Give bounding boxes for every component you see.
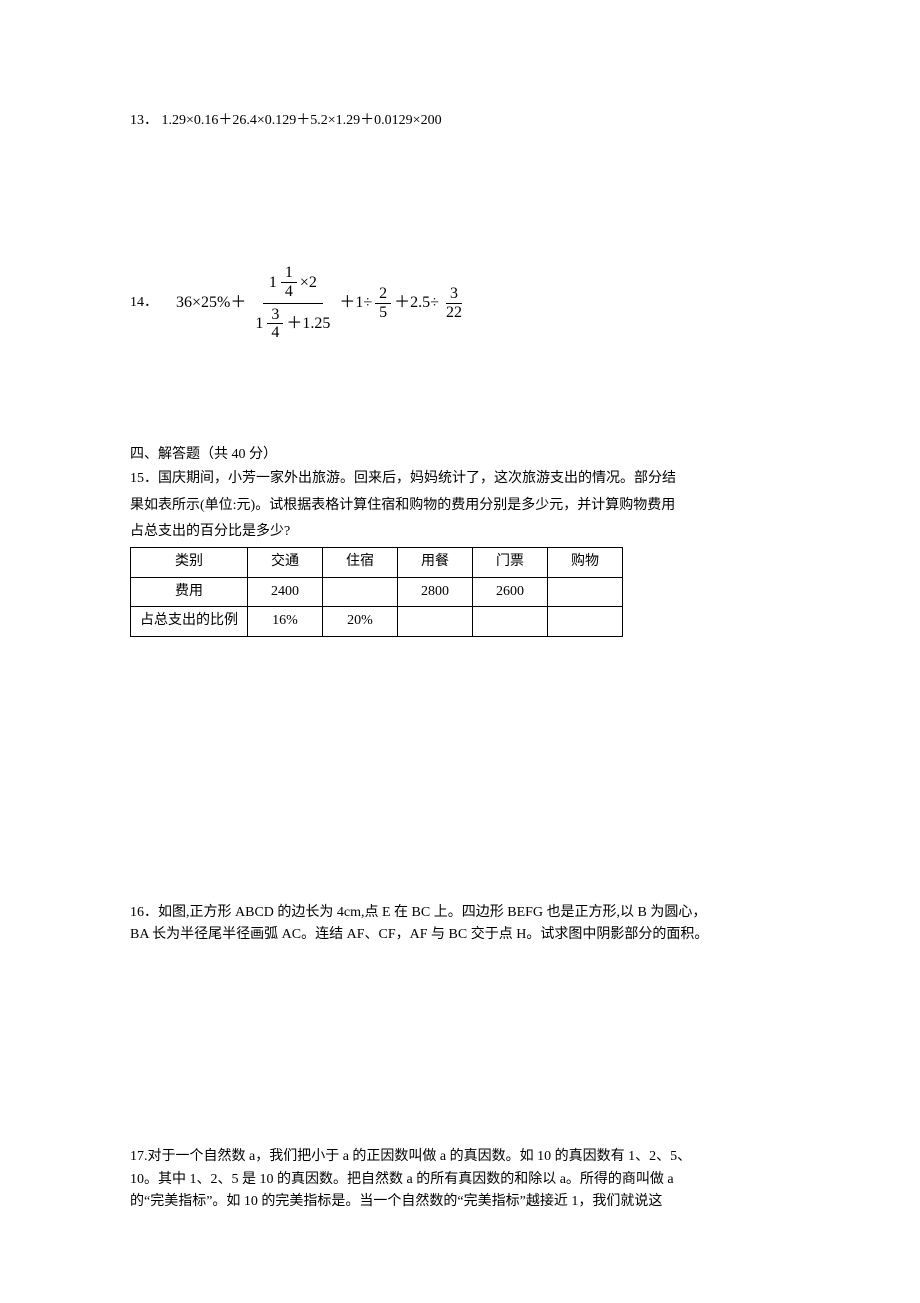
q14-bot-frac: 3 4 — [267, 306, 283, 342]
table-cell: 2400 — [248, 577, 323, 606]
problem-17-line1: 17.对于一个自然数 a，我们把小于 a 的正因数叫做 a 的真因数。如 10 … — [130, 1146, 790, 1168]
q14-bot-whole: 1 — [255, 314, 263, 333]
problem-13-expression: 1.29×0.16＋26.4×0.129＋5.2×1.29＋0.0129×200 — [162, 113, 442, 128]
problem-15-line2: 果如表所示(单位:元)。试根据表格计算住宿和购物的费用分别是多少元，并计算购物费… — [130, 495, 790, 517]
q14-bot-frac-den: 4 — [267, 324, 283, 342]
q14-part1: 36×25%＋ — [176, 290, 246, 316]
page-container: 13． 1.29×0.16＋26.4×0.129＋5.2×1.29＋0.0129… — [0, 0, 920, 1273]
table-cell: 占总支出的比例 — [131, 607, 248, 636]
table-cell — [323, 577, 398, 606]
q14-mixed-top: 1 1 4 — [269, 264, 300, 300]
table-header-cell: 交通 — [248, 548, 323, 577]
q14-bot-tail: ＋1.25 — [286, 314, 330, 333]
q17-l1: 对于一个自然数 a，我们把小于 a 的正因数叫做 a 的真因数。如 10 的真因… — [148, 1149, 692, 1164]
problem-15-number: 15． — [130, 471, 158, 486]
q16-l1: 如图,正方形 ABCD 的边长为 4cm,点 E 在 BC 上。四边形 BEFG… — [158, 905, 706, 920]
q15-l1: 国庆期间，小芳一家外出旅游。回来后，妈妈统计了，这次旅游支出的情况。部分结 — [158, 471, 676, 486]
problem-17-line2: 10。其中 1、2、5 是 10 的真因数。把自然数 a 的所有真因数的和除以 … — [130, 1169, 790, 1191]
table-row: 费用 2400 2800 2600 — [131, 577, 623, 606]
q14-frac2-den: 5 — [375, 304, 391, 322]
q14-mixed-bot: 1 3 4 — [255, 306, 286, 342]
table-cell: 20% — [323, 607, 398, 636]
q14-frac2-num: 2 — [375, 285, 391, 304]
problem-15-line1: 15．国庆期间，小芳一家外出旅游。回来后，妈妈统计了，这次旅游支出的情况。部分结 — [130, 468, 790, 490]
problem-13: 13． 1.29×0.16＋26.4×0.129＋5.2×1.29＋0.0129… — [130, 110, 790, 132]
problem-16-line1: 16．如图,正方形 ABCD 的边长为 4cm,点 E 在 BC 上。四边形 B… — [130, 902, 790, 924]
q15-table: 类别 交通 住宿 用餐 门票 购物 费用 2400 2800 2600 占总支出… — [130, 547, 623, 636]
q14-top-frac-num: 1 — [281, 264, 297, 283]
table-cell: 16% — [248, 607, 323, 636]
q14-top-whole: 1 — [269, 273, 277, 292]
q14-top-tail: ×2 — [300, 273, 317, 292]
problem-13-number: 13． — [130, 113, 158, 128]
table-cell — [398, 607, 473, 636]
problem-17-line3: 的“完美指标”。如 10 的完美指标是。当一个自然数的“完美指标”越接近 1，我… — [130, 1191, 790, 1213]
table-cell: 2800 — [398, 577, 473, 606]
problem-16-number: 16． — [130, 905, 158, 920]
section-4-header: 四、解答题（共 40 分） — [130, 444, 790, 466]
q14-frac3-num: 3 — [446, 285, 462, 304]
table-cell — [473, 607, 548, 636]
q14-bot-frac-num: 3 — [267, 306, 283, 325]
problem-16-line2: BA 长为半径尾半径画弧 AC。连结 AF、CF，AF 与 BC 交于点 H。试… — [130, 924, 790, 946]
problem-17: 17.对于一个自然数 a，我们把小于 a 的正因数叫做 a 的真因数。如 10 … — [130, 1146, 790, 1213]
problem-16: 16．如图,正方形 ABCD 的边长为 4cm,点 E 在 BC 上。四边形 B… — [130, 902, 790, 947]
q14-top-frac-den: 4 — [281, 283, 297, 301]
q14-part2: ＋1÷ — [339, 290, 372, 316]
problem-14-expression: 36×25%＋ 1 1 4 ×2 1 — [176, 262, 469, 343]
q14-part3: ＋2.5÷ — [394, 290, 439, 316]
table-row: 占总支出的比例 16% 20% — [131, 607, 623, 636]
table-header-cell: 购物 — [548, 548, 623, 577]
problem-15-line3: 占总支出的百分比是多少? — [130, 521, 790, 543]
table-cell — [548, 577, 623, 606]
q14-bigfrac: 1 1 4 ×2 1 3 4 — [249, 262, 336, 343]
q14-frac3-den: 22 — [442, 304, 466, 322]
problem-15: 15．国庆期间，小芳一家外出旅游。回来后，妈妈统计了，这次旅游支出的情况。部分结… — [130, 468, 790, 636]
q14-frac3: 3 22 — [442, 285, 466, 321]
table-header-cell: 住宿 — [323, 548, 398, 577]
table-header-cell: 用餐 — [398, 548, 473, 577]
q14-frac2: 2 5 — [375, 285, 391, 321]
q14-bigfrac-bot: 1 3 4 ＋1.25 — [249, 304, 336, 344]
table-cell — [548, 607, 623, 636]
table-header-cell: 门票 — [473, 548, 548, 577]
table-row: 类别 交通 住宿 用餐 门票 购物 — [131, 548, 623, 577]
table-header-cell: 类别 — [131, 548, 248, 577]
problem-14-number: 14． — [130, 292, 158, 314]
table-cell: 2600 — [473, 577, 548, 606]
problem-17-number: 17. — [130, 1149, 148, 1164]
problem-14: 14． 36×25%＋ 1 1 4 ×2 1 — [130, 262, 790, 343]
q14-top-frac: 1 4 — [281, 264, 297, 300]
q14-bigfrac-top: 1 1 4 ×2 — [263, 262, 323, 303]
table-cell: 费用 — [131, 577, 248, 606]
